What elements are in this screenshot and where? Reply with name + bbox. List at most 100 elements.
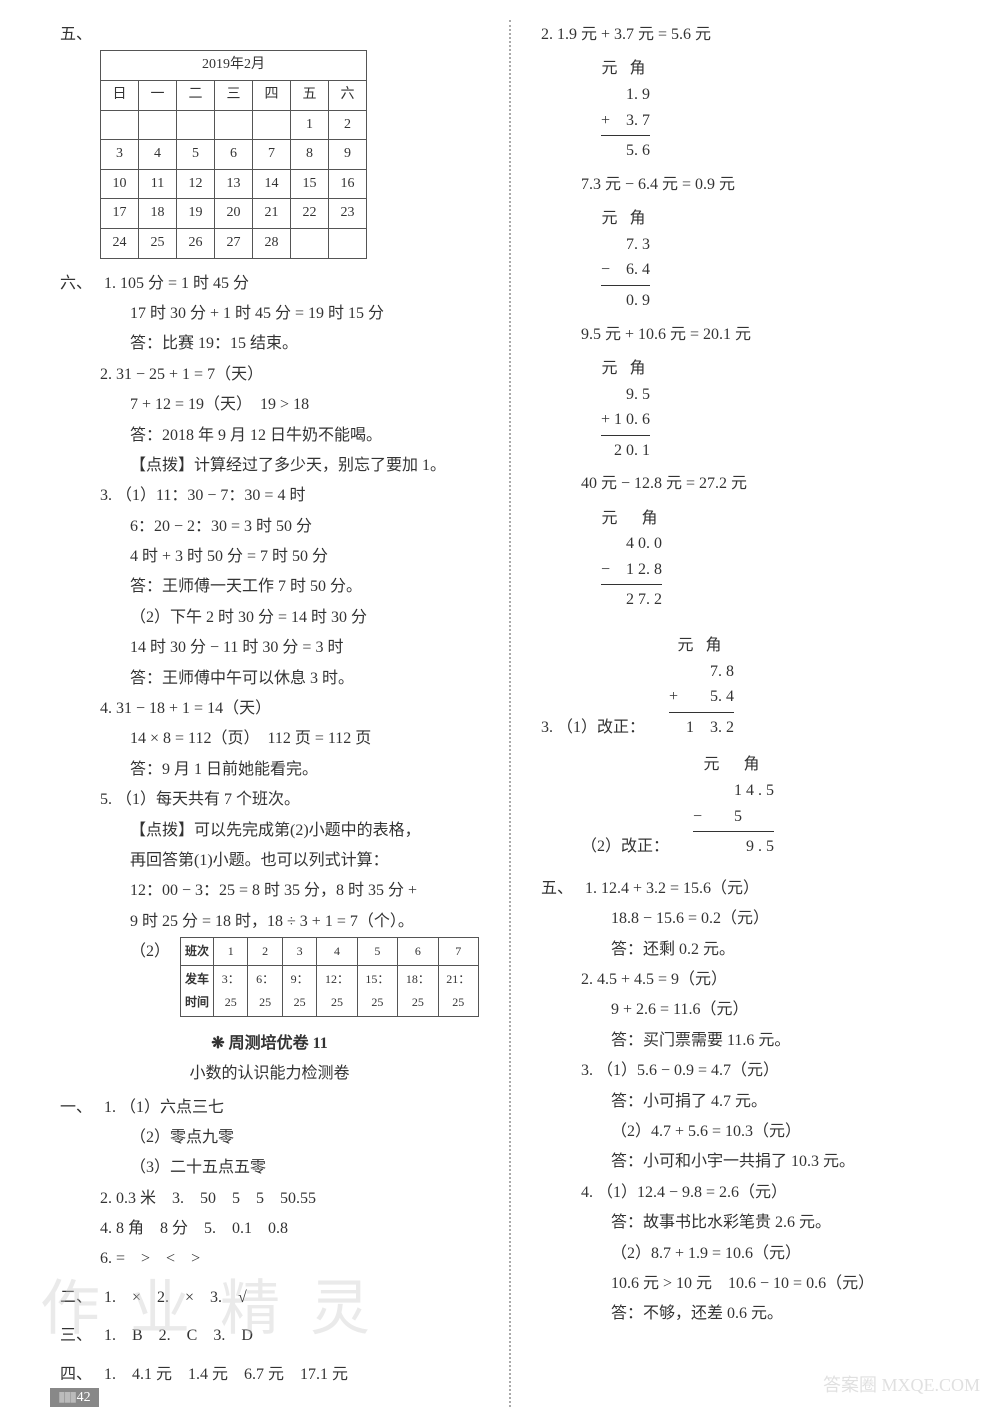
q6-5-l6: （2） — [130, 937, 170, 967]
section-5: 五、 2019年2月日一二三四五六12345678910111213141516… — [60, 20, 479, 259]
r5q3-l1: （1）5.6 − 0.9 = 4.7（元） — [597, 1062, 779, 1079]
q6-5-l5: 9 时 25 分 = 18 时，18 ÷ 3 + 1 = 7（个）。 — [60, 907, 479, 937]
rq2-eq3: 9.5 元 + 10.6 元 = 20.1 元 — [541, 320, 960, 350]
ans3-label: 三、 — [60, 1321, 100, 1351]
q6-4-l3: 答：9 月 1 日前她能看完。 — [60, 755, 479, 785]
r5q1-l1: 12.4 + 3.2 = 15.6（元） — [601, 880, 759, 897]
rq3-p2: （2）改正： — [581, 838, 669, 855]
answer-section-4: 四、 1. 4.1 元 1.4 元 6.7 元 17.1 元 — [60, 1360, 479, 1390]
r5q4-l5: 答：不够，还差 0.6 元。 — [541, 1299, 960, 1329]
ans4-txt: 1. 4.1 元 1.4 元 6.7 元 17.1 元 — [104, 1366, 348, 1383]
r5q3-l2: 答：小可捐了 4.7 元。 — [541, 1087, 960, 1117]
bus-schedule-table: 班次1234567发车 时间3：256：259：2512：2515：2518：2… — [180, 937, 479, 1016]
ans1-q1-num: 1. — [104, 1099, 116, 1116]
rq2-eq4: 40 元 − 12.8 元 = 27.2 元 — [541, 469, 960, 499]
q6-2-l2: 7 + 12 = 19（天） 19 > 18 — [60, 390, 479, 420]
vcalc-6: 元 角 1 4 . 5 − 5 9 . 5 — [693, 752, 774, 859]
vcalc-1: 元 角 1. 9 + 3. 7 5. 6 — [601, 56, 650, 163]
q6-3-l5: （2）下午 2 时 30 分 = 14 时 30 分 — [60, 603, 479, 633]
q6-5-l4: 12：00 − 3：25 = 8 时 35 分，8 时 35 分 + — [60, 876, 479, 906]
right-q3: 3. （1）改正： 元 角 7. 8 + 5. 4 1 3. 2 （2）改正： … — [541, 627, 960, 866]
r5q4-l4: 10.6 元 > 10 元 10.6 − 10 = 0.6（元） — [541, 1269, 960, 1299]
left-column: 五、 2019年2月日一二三四五六12345678910111213141516… — [50, 20, 504, 1407]
q6-5-l3: 再回答第(1)小题。也可以列式计算： — [60, 846, 479, 876]
r5q2-num: 2. — [581, 971, 593, 988]
rsec5-label: 五、 — [541, 874, 581, 904]
right-section-5: 五、 1. 12.4 + 3.2 = 15.6（元） 18.8 − 15.6 =… — [541, 874, 960, 1330]
q6-3-l2: 6：20 − 2：30 = 3 时 50 分 — [60, 512, 479, 542]
q6-2-num: 2. — [100, 366, 112, 383]
ans1-label: 一、 — [60, 1093, 100, 1123]
quiz-title: 周测培优卷 11 — [60, 1029, 479, 1053]
r5q1-num: 1. — [585, 880, 597, 897]
r5q4-num: 4. — [581, 1184, 593, 1201]
right-column: 2. 1.9 元 + 3.7 元 = 5.6 元 元 角 1. 9 + 3. 7… — [516, 20, 970, 1407]
quiz-subtitle: 小数的认识能力检测卷 — [60, 1059, 479, 1083]
r5q4-l3: （2）8.7 + 1.9 = 10.6（元） — [541, 1239, 960, 1269]
q6-3-l6: 14 时 30 分 − 11 时 30 分 = 3 时 — [60, 633, 479, 663]
watermark-logo: 答案圈 MXQE.COM — [823, 1371, 980, 1397]
ans1-q4-txt: 8 角 8 分 5. 0.1 0.8 — [116, 1220, 288, 1237]
q6-1-l2: 17 时 30 分 + 1 时 45 分 = 19 时 15 分 — [60, 299, 479, 329]
page: 五、 2019年2月日一二三四五六12345678910111213141516… — [0, 0, 1000, 1427]
q6-4-num: 4. — [100, 700, 112, 717]
rq2-eq1: 1.9 元 + 3.7 元 = 5.6 元 — [557, 26, 711, 43]
ans2-txt: 1. × 2. × 3. √ — [104, 1289, 247, 1306]
r5q3-l3: （2）4.7 + 5.6 = 10.3（元） — [541, 1117, 960, 1147]
q6-3-l7: 答：王师傅中午可以休息 3 时。 — [60, 664, 479, 694]
page-number: 42 — [50, 1388, 99, 1407]
q6-3-l1: （1）11：30 − 7：30 = 4 时 — [116, 487, 305, 504]
q6-1-l3: 答：比赛 19：15 结束。 — [60, 329, 479, 359]
ans2-label: 二、 — [60, 1283, 100, 1313]
q6-5-l1: （1）每天共有 7 个班次。 — [116, 791, 300, 808]
ans1-q2-num: 2. — [100, 1190, 112, 1207]
r5q3-num: 3. — [581, 1062, 593, 1079]
vcalc-4: 元 角 4 0. 0 − 1 2. 8 2 7. 2 — [601, 506, 662, 613]
r5q2-l3: 答：买门票需要 11.6 元。 — [541, 1026, 960, 1056]
rq2-eq2: 7.3 元 − 6.4 元 = 0.9 元 — [541, 170, 960, 200]
ans1-q2-txt: 0.3 米 3. 50 5 5 50.55 — [116, 1190, 316, 1207]
q6-1-num: 1. — [104, 275, 116, 292]
q6-2-l4: 【点拨】计算经过了多少天，别忘了要加 1。 — [60, 451, 479, 481]
q6-5-num: 5. — [100, 791, 112, 808]
ans4-label: 四、 — [60, 1360, 100, 1390]
answer-section-1: 一、 1. （1）六点三七 （2）零点九零 （3）二十五点五零 2. 0.3 米… — [60, 1093, 479, 1275]
q6-5-l2: 【点拨】可以先完成第(2)小题中的表格， — [60, 816, 479, 846]
q6-4-l2: 14 × 8 = 112（页） 112 页 = 112 页 — [60, 724, 479, 754]
vcalc-5: 元 角 7. 8 + 5. 4 1 3. 2 — [669, 633, 734, 740]
ans1-q6-txt: = > < > — [116, 1250, 200, 1267]
r5q3-l4: 答：小可和小宇一共捐了 10.3 元。 — [541, 1147, 960, 1177]
ans1-q1-a: （1）六点三七 — [120, 1099, 224, 1116]
section-5-label: 五、 — [60, 20, 100, 50]
r5q1-l2: 18.8 − 15.6 = 0.2（元） — [541, 904, 960, 934]
q6-2-l3: 答：2018 年 9 月 12 日牛奶不能喝。 — [60, 421, 479, 451]
ans1-q6-num: 6. — [100, 1250, 112, 1267]
q6-3-num: 3. — [100, 487, 112, 504]
section-6: 六、 1. 105 分 = 1 时 45 分 17 时 30 分 + 1 时 4… — [60, 269, 479, 1017]
ans3-txt: 1. B 2. C 3. D — [104, 1327, 253, 1344]
calendar-2019-02: 2019年2月日一二三四五六12345678910111213141516171… — [100, 50, 367, 258]
r5q2-l2: 9 + 2.6 = 11.6（元） — [541, 995, 960, 1025]
rq3-p1: （1）改正： — [557, 719, 645, 736]
section-6-label: 六、 — [60, 269, 100, 299]
answer-section-3: 三、 1. B 2. C 3. D — [60, 1321, 479, 1351]
r5q4-l2: 答：故事书比水彩笔贵 2.6 元。 — [541, 1208, 960, 1238]
answer-section-2: 二、 1. × 2. × 3. √ — [60, 1283, 479, 1313]
r5q1-l3: 答：还剩 0.2 元。 — [541, 935, 960, 965]
q6-3-l3: 4 时 + 3 时 50 分 = 7 时 50 分 — [60, 542, 479, 572]
vcalc-3: 元 角 9. 5 + 1 0. 6 2 0. 1 — [601, 356, 650, 463]
r5q4-l1: （1）12.4 − 9.8 = 2.6（元） — [597, 1184, 787, 1201]
r5q2-l1: 4.5 + 4.5 = 9（元） — [597, 971, 727, 988]
ans1-q4-num: 4. — [100, 1220, 112, 1237]
q6-3-l4: 答：王师傅一天工作 7 时 50 分。 — [60, 572, 479, 602]
q6-4-l1: 31 − 18 + 1 = 14（天） — [116, 700, 271, 717]
column-divider — [509, 20, 511, 1407]
rq2-num: 2. — [541, 26, 553, 43]
q6-1-l1: 105 分 = 1 时 45 分 — [120, 275, 249, 292]
q6-2-l1: 31 − 25 + 1 = 7（天） — [116, 366, 263, 383]
ans1-q1-c: （3）二十五点五零 — [60, 1153, 479, 1183]
right-q2: 2. 1.9 元 + 3.7 元 = 5.6 元 元 角 1. 9 + 3. 7… — [541, 20, 960, 619]
rq3-num: 3. — [541, 719, 553, 736]
vcalc-2: 元 角 7. 3 − 6. 4 0. 9 — [601, 206, 650, 313]
ans1-q1-b: （2）零点九零 — [60, 1123, 479, 1153]
